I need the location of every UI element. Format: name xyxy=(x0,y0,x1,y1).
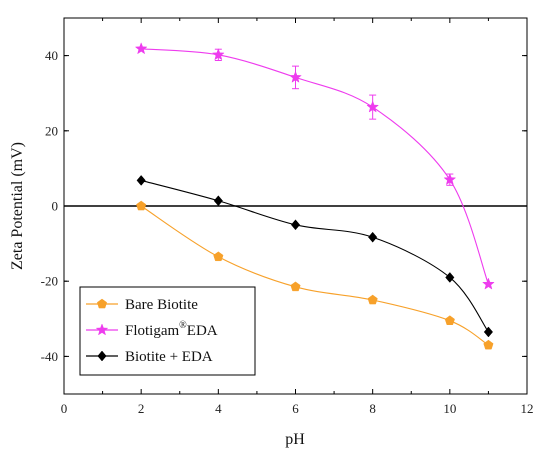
data-point-biotite-eda xyxy=(445,272,455,283)
data-point-biotite-eda xyxy=(136,175,146,186)
x-tick-label: 0 xyxy=(61,401,68,416)
legend-label-bare-biotite: Bare Biotite xyxy=(125,297,198,313)
legend-marker-biotite-eda xyxy=(97,350,107,362)
x-tick-label: 12 xyxy=(521,401,534,416)
data-point-flotigam-eda xyxy=(134,42,148,55)
legend-label-flotigam-eda: Flotigam®EDA xyxy=(125,320,218,339)
y-tick-label: -20 xyxy=(41,274,58,289)
data-point-bare-biotite xyxy=(367,294,378,305)
data-point-flotigam-eda xyxy=(443,172,457,186)
x-tick-label: 10 xyxy=(443,401,456,416)
legend-label-biotite-eda: Biotite + EDA xyxy=(125,349,213,365)
data-point-biotite-eda xyxy=(213,195,223,207)
data-point-bare-biotite xyxy=(444,315,455,325)
y-tick-label: 20 xyxy=(45,123,58,138)
legend-marker-bare-biotite xyxy=(96,298,108,309)
legend-marker-flotigam-eda xyxy=(95,323,109,336)
data-point-biotite-eda xyxy=(368,231,378,243)
data-point-flotigam-eda xyxy=(366,100,380,113)
legend-box xyxy=(79,286,256,376)
x-tick-label: 6 xyxy=(292,401,299,416)
y-axis-title: Zeta Potential (mV) xyxy=(9,142,26,270)
data-point-bare-biotite xyxy=(213,251,224,262)
data-point-flotigam-eda xyxy=(289,70,302,83)
legend-superscript: ® xyxy=(179,320,187,331)
data-point-flotigam-eda xyxy=(482,277,495,290)
legend-suffix: EDA xyxy=(187,323,218,339)
y-tick-label: 40 xyxy=(45,48,58,63)
data-point-flotigam-eda xyxy=(211,48,225,61)
data-point-bare-biotite xyxy=(483,339,494,350)
series-line-biotite-eda xyxy=(141,179,489,333)
x-tick-label: 8 xyxy=(369,401,376,416)
x-tick-label: 4 xyxy=(215,401,222,416)
series-line-flotigam-eda xyxy=(141,48,489,285)
y-tick-label: -40 xyxy=(41,349,58,364)
data-point-bare-biotite xyxy=(290,281,301,292)
y-tick-label: 0 xyxy=(52,199,59,214)
data-point-bare-biotite xyxy=(136,200,147,211)
data-point-biotite-eda xyxy=(290,219,301,231)
x-tick-label: 2 xyxy=(138,401,145,416)
x-axis-title: pH xyxy=(285,431,305,448)
data-point-biotite-eda xyxy=(483,326,493,338)
